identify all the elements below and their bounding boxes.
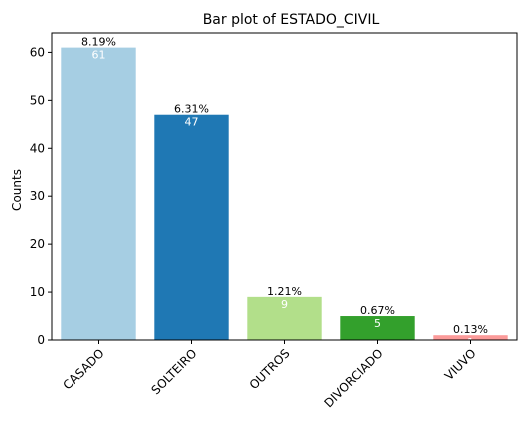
chart-title: Bar plot of ESTADO_CIVIL [203, 12, 380, 28]
plot-frame [51, 32, 518, 341]
x-tick-label: OUTROS [247, 346, 293, 392]
x-axis: CASADO SOLTEIRO OUTROS DIVORCIADO VIUVO [60, 340, 479, 410]
count-label: 5 [374, 317, 381, 330]
y-tick-label: 10 [30, 285, 45, 299]
bars-group [61, 47, 508, 340]
y-tick-label: 30 [30, 189, 45, 203]
percent-label: 1.21% [267, 285, 302, 298]
y-axis: 0 10 20 30 40 50 60 [30, 45, 52, 347]
percent-label: 0.13% [453, 323, 488, 336]
bar-solteiro [154, 114, 229, 340]
y-tick-label: 40 [30, 141, 45, 155]
y-tick-label: 60 [30, 45, 45, 59]
data-labels-group: 8.19%616.31%471.21%90.67%50.13%1 [81, 36, 488, 350]
bar-viuvo [433, 335, 508, 340]
x-tick-label: DIVORCIADO [321, 346, 385, 410]
bar-divorciado [340, 316, 415, 340]
count-label: 9 [281, 298, 288, 311]
count-label: 47 [185, 116, 199, 129]
percent-label: 0.67% [360, 304, 395, 317]
bar-outros [247, 296, 322, 340]
y-tick-label: 50 [30, 93, 45, 107]
y-axis-label: Counts [10, 169, 24, 211]
percent-label: 8.19% [81, 36, 116, 49]
count-label: 61 [92, 49, 106, 62]
x-tick-label: VIUVO [442, 346, 479, 383]
percent-label: 6.31% [174, 103, 209, 116]
x-tick-label: CASADO [60, 346, 106, 392]
y-tick-label: 0 [37, 333, 45, 347]
y-tick-label: 20 [30, 237, 45, 251]
bar-casado [61, 47, 136, 340]
x-tick-label: SOLTEIRO [148, 346, 199, 397]
